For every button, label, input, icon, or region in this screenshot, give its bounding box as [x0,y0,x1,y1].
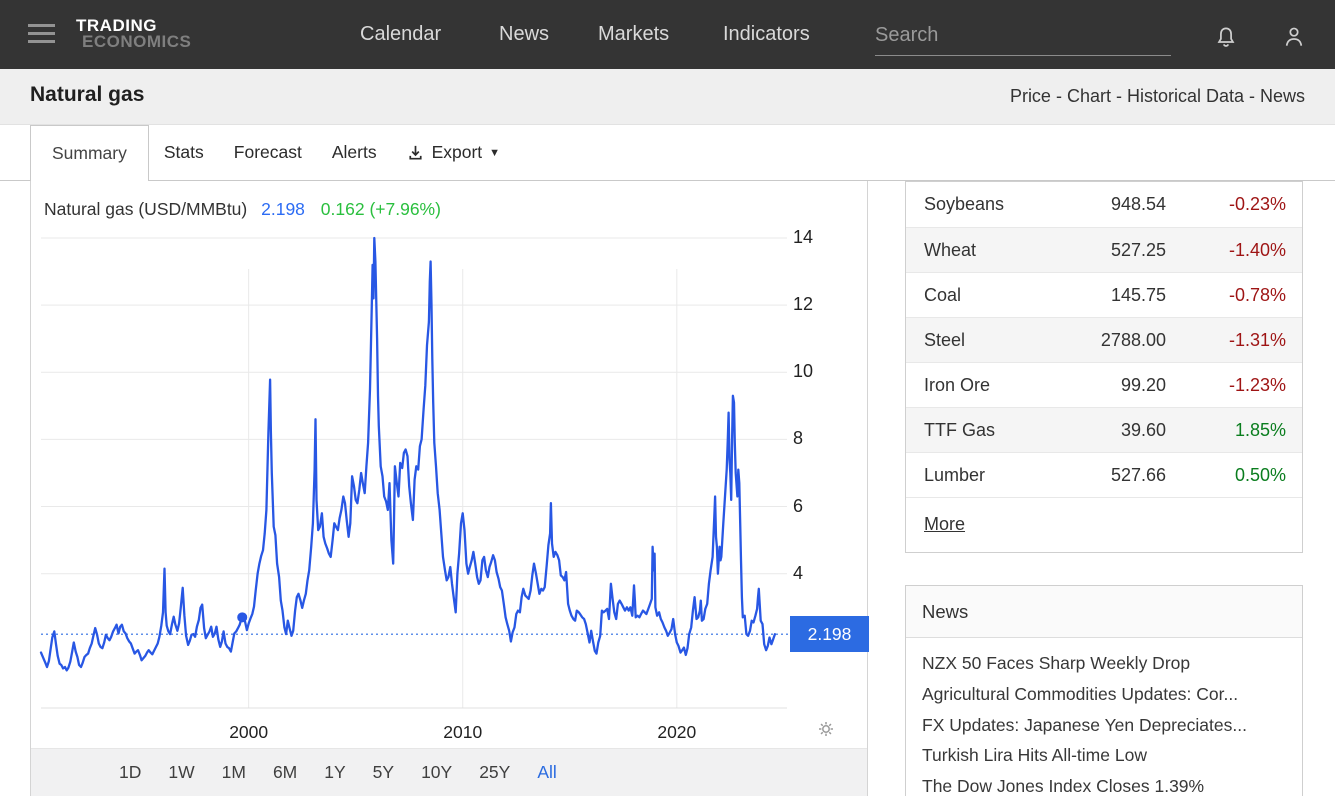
trading-economics-logo[interactable]: TRADING ECONOMICS [76,16,192,51]
search-input[interactable] [875,16,1171,56]
y-axis-tick-12: 12 [793,294,814,315]
nav-item-calendar[interactable]: Calendar [360,23,442,45]
export-label: Export [431,142,483,162]
range-button-6m[interactable]: 6M [272,762,298,782]
instrument-price: 2.198 [261,199,305,219]
chart-header: Natural gas (USD/MMBtu) 2.198 0.162 (+7.… [44,199,441,220]
commodity-value: 527.66 [1110,464,1166,485]
instrument-change: 0.162 (+7.96%) [320,199,441,219]
commodity-name[interactable]: Lumber [924,464,986,485]
commodity-row-steel[interactable]: Steel 2788.00 -1.31% [906,317,1302,362]
commodity-value: 527.25 [1110,239,1166,260]
current-price-badge: 2.198 [790,616,869,653]
commodity-change-pct: -0.78% [1228,284,1286,305]
commodity-name[interactable]: Steel [924,329,966,350]
range-button-1w[interactable]: 1W [168,762,195,782]
commodity-name[interactable]: TTF Gas [924,419,995,440]
news-item[interactable]: The Dow Jones Index Closes 1.39% [922,776,1205,796]
tab-stats[interactable]: Stats [163,142,204,162]
y-axis-tick-8: 8 [793,428,804,449]
breadcrumb-links[interactable]: Price - Chart - Historical Data - News [1009,86,1305,106]
page-title: Natural gas [30,83,145,106]
range-button-1y[interactable]: 1Y [324,762,346,782]
export-button[interactable]: Export ▼ [392,125,514,180]
y-axis-tick-14: 14 [793,227,814,247]
hamburger-menu-icon[interactable] [28,24,55,44]
nav-item-indicators[interactable]: Indicators [723,23,810,45]
commodity-change-pct: 0.50% [1234,464,1286,485]
logo-line1: TRADING [76,16,157,35]
commodity-row-ttf-gas[interactable]: TTF Gas 39.60 1.85% [906,407,1302,452]
nav-item-news[interactable]: News [499,23,550,45]
commodity-row-coal[interactable]: Coal 145.75 -0.78% [906,272,1302,317]
commodity-name[interactable]: Wheat [924,239,977,260]
x-axis-tick-2010: 2010 [443,722,483,742]
tab-forecast[interactable]: Forecast [233,142,302,162]
chart-panel: Natural gas (USD/MMBtu) 2.198 0.162 (+7.… [30,181,869,796]
range-button-1d[interactable]: 1D [119,762,142,782]
commodity-value: 145.75 [1110,284,1166,305]
more-row: More [906,497,1302,551]
user-icon[interactable] [1281,24,1307,50]
y-axis-tick-10: 10 [793,361,814,382]
nav-item-markets[interactable]: Markets [598,23,670,45]
range-button-10y[interactable]: 10Y [421,762,453,782]
more-link[interactable]: More [924,514,966,534]
title-bar: Natural gas Price - Chart - Historical D… [0,69,1335,125]
commodity-change-pct: -1.23% [1228,374,1286,395]
news-header: News [906,586,1302,638]
news-card: News NZX 50 Faces Sharp Weekly Drop Agric… [905,585,1303,796]
x-axis-tick-2020: 2020 [657,722,697,742]
logo-line2: ECONOMICS [82,32,192,51]
range-button-5y[interactable]: 5Y [372,762,395,782]
instrument-label: Natural gas (USD/MMBtu) [44,199,248,219]
news-item[interactable]: FX Updates: Japanese Yen Depreciates... [922,714,1247,735]
caret-down-icon: ▼ [489,146,501,159]
commodity-change-pct: -1.31% [1228,329,1286,350]
news-item[interactable]: Agricultural Commodities Updates: Cor... [922,683,1239,704]
commodity-value: 2788.00 [1100,329,1166,350]
bell-icon[interactable] [1213,24,1239,50]
download-icon [408,145,422,160]
range-button-1m[interactable]: 1M [221,762,246,782]
y-axis-tick-6: 6 [793,495,804,516]
x-axis-tick-2000: 2000 [229,722,269,742]
time-range-selector: 1D 1W 1M 6M 1Y 5Y 10Y 25Y All [31,748,867,796]
commodity-change-pct: 1.85% [1234,419,1286,440]
commodity-name[interactable]: Iron Ore [924,374,991,395]
commodity-change-pct: -0.23% [1228,194,1286,214]
gear-icon[interactable] [814,717,838,741]
commodity-value: 99.20 [1120,374,1166,395]
tab-alerts[interactable]: Alerts [331,142,377,162]
news-item[interactable]: NZX 50 Faces Sharp Weekly Drop [922,653,1191,673]
price-line-chart[interactable] [31,181,869,796]
commodity-row-wheat[interactable]: Wheat 527.25 -1.40% [906,227,1302,272]
tab-bar: Summary Stats Forecast Alerts Export ▼ [0,125,1335,181]
news-item[interactable]: Turkish Lira Hits All-time Low [922,745,1147,766]
tab-summary[interactable]: Summary [30,125,149,181]
commodity-change-pct: -1.40% [1228,239,1286,260]
commodity-value: 39.60 [1120,419,1166,440]
range-button-all[interactable]: All [537,762,557,782]
commodity-name[interactable]: Soybeans [924,194,1005,214]
top-navigation-bar: TRADING ECONOMICS Calendar News Markets Ind… [0,0,1335,69]
commodity-row-soybeans[interactable]: Soybeans 948.54 -0.23% [906,182,1302,227]
commodity-name[interactable]: Coal [924,284,962,305]
commodity-row-lumber[interactable]: Lumber 527.66 0.50% [906,452,1302,497]
range-button-25y[interactable]: 25Y [479,762,511,782]
commodity-value: 948.54 [1110,194,1166,214]
commodity-row-iron-ore[interactable]: Iron Ore 99.20 -1.23% [906,362,1302,407]
y-axis-tick-4: 4 [793,562,804,583]
related-markets-card: Soybeans 948.54 -0.23% Wheat 527.25 -1.40% Coa… [905,181,1303,553]
